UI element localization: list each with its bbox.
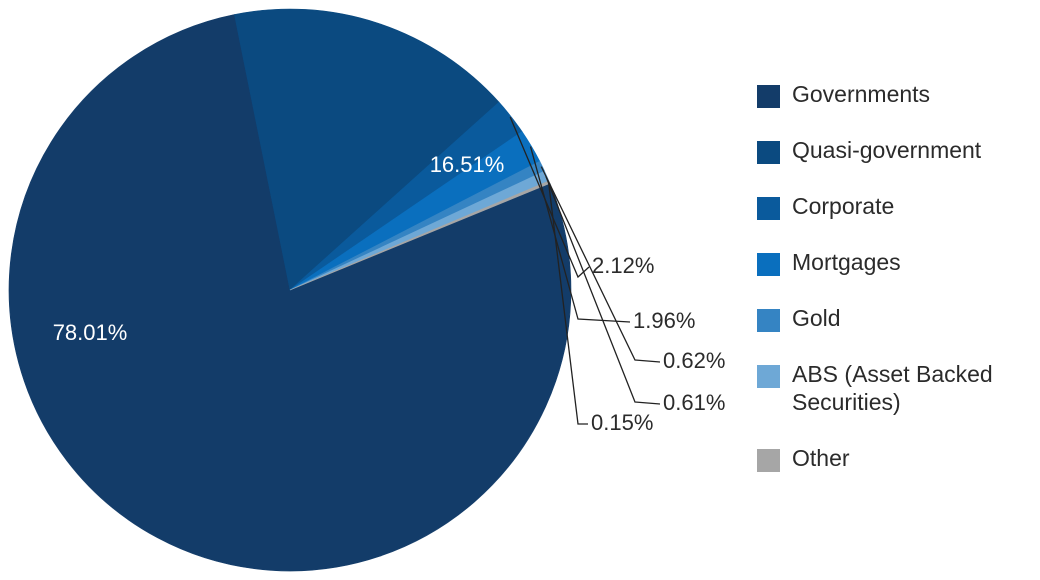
legend-item: Corporate xyxy=(757,193,894,220)
legend-label: Corporate xyxy=(792,193,894,219)
legend-label: Securities) xyxy=(792,389,901,415)
legend-swatch xyxy=(757,309,780,332)
leader-line xyxy=(547,182,588,425)
legend-swatch xyxy=(757,253,780,276)
legend-item: Quasi-government xyxy=(757,137,982,164)
pie-slice-governments xyxy=(8,14,572,572)
legend-item: Governments xyxy=(757,81,930,108)
legend-label: ABS (Asset Backed xyxy=(792,361,993,387)
legend: Governments Quasi-government Corporate Mort… xyxy=(757,81,993,472)
slice-label: 0.61% xyxy=(663,390,725,415)
legend-label: Mortgages xyxy=(792,249,901,275)
legend-swatch xyxy=(757,449,780,472)
slice-label: 16.51% xyxy=(430,152,505,177)
legend-label: Other xyxy=(792,445,850,471)
legend-item: Other xyxy=(757,445,850,472)
slice-label: 0.15% xyxy=(591,410,653,435)
legend-label: Quasi-government xyxy=(792,137,982,163)
slice-label: 0.62% xyxy=(663,348,725,373)
legend-swatch xyxy=(757,85,780,108)
legend-swatch xyxy=(757,141,780,164)
leader-line xyxy=(540,166,661,363)
legend-item: Mortgages xyxy=(757,249,901,276)
legend-item: Gold xyxy=(757,305,841,332)
leader-line xyxy=(529,146,631,323)
legend-swatch xyxy=(757,365,780,388)
leader-line xyxy=(545,176,661,405)
leader-line xyxy=(509,116,590,279)
leader-lines xyxy=(509,116,661,425)
slice-label: 2.12% xyxy=(592,253,654,278)
pie-slices xyxy=(8,8,572,572)
legend-swatch xyxy=(757,197,780,220)
legend-label: Gold xyxy=(792,305,841,331)
legend-label: Governments xyxy=(792,81,930,107)
slice-label: 1.96% xyxy=(633,308,695,333)
slice-label: 78.01% xyxy=(53,320,128,345)
pie-slice-quasi-government xyxy=(234,8,500,291)
slice-labels: 78.01% 16.51% 2.12% 1.96% 0.62% 0.61% 0.15% xyxy=(53,152,726,435)
